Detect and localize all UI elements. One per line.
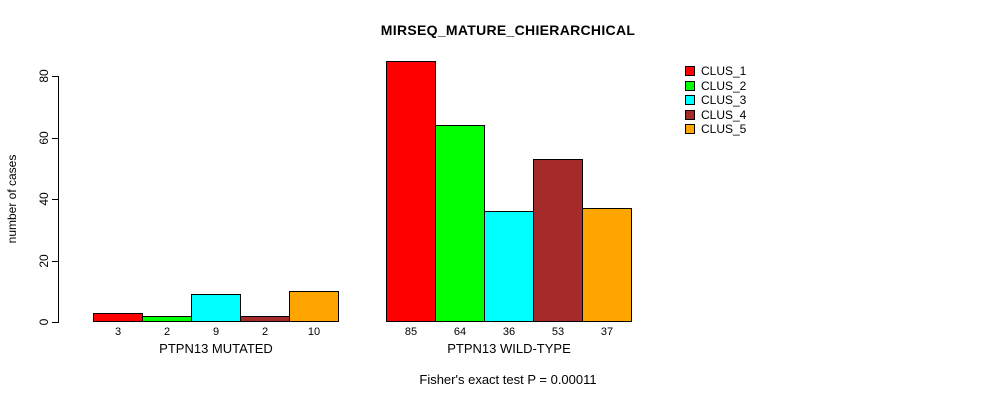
legend-swatch-clus_4: [685, 109, 695, 120]
legend-label-clus_3: CLUS_3: [701, 93, 747, 108]
legend-label-clus_4: CLUS_4: [701, 107, 747, 122]
legend: CLUS_1 CLUS_2 CLUS_3 CLUS_4 CLUS_5: [685, 64, 746, 137]
bar-clus_3-mutated: [191, 294, 241, 322]
bar-clus_3-wild-type: [484, 211, 534, 322]
bar-clus_4-wild-type: [533, 159, 583, 322]
legend-swatch-clus_1: [685, 66, 695, 77]
y-tick-mark-0: [52, 322, 58, 323]
group-label-ptpn13-mutated: PTPN13 MUTATED: [159, 341, 273, 356]
chart-title: MIRSEQ_MATURE_CHIERARCHICAL: [380, 22, 636, 38]
y-tick-mark-80: [52, 76, 58, 77]
legend-item-clus_5: CLUS_5: [685, 122, 746, 137]
bar-value-label-clus_3-mutated: 9: [212, 326, 220, 338]
legend-item-clus_2: CLUS_2: [685, 79, 746, 94]
bar-clus_2-wild-type: [435, 125, 485, 322]
legend-swatch-clus_2: [685, 80, 695, 91]
bar-clus_4-mutated: [240, 316, 290, 322]
bar-value-label-clus_2-mutated: 2: [163, 326, 171, 338]
legend-label-clus_2: CLUS_2: [701, 78, 747, 93]
bar-value-label-clus_5-wild-type: 37: [600, 326, 614, 338]
caption: Fisher's exact test P = 0.00011: [419, 372, 597, 387]
bar-value-label-clus_5-mutated: 10: [307, 326, 321, 338]
y-tick-mark-60: [52, 138, 58, 139]
y-tick-label-0: 0: [37, 318, 51, 326]
y-axis-title: number of cases: [5, 154, 19, 244]
bar-value-label-clus_2-wild-type: 64: [453, 326, 467, 338]
y-axis-line: [58, 76, 59, 323]
group-label-ptpn13-wild-type: PTPN13 WILD-TYPE: [447, 341, 571, 356]
legend-item-clus_3: CLUS_3: [685, 93, 746, 108]
bar-clus_1-wild-type: [386, 61, 436, 322]
bar-value-label-clus_4-wild-type: 53: [551, 326, 565, 338]
legend-label-clus_1: CLUS_1: [701, 64, 747, 79]
y-tick-mark-20: [52, 261, 58, 262]
bar-value-label-clus_1-wild-type: 85: [404, 326, 418, 338]
bar-clus_5-mutated: [289, 291, 339, 322]
bar-value-label-clus_4-mutated: 2: [261, 326, 269, 338]
y-tick-label-20: 20: [37, 254, 51, 268]
legend-swatch-clus_3: [685, 95, 695, 106]
legend-item-clus_4: CLUS_4: [685, 108, 746, 123]
legend-swatch-clus_5: [685, 124, 695, 135]
y-tick-label-80: 80: [37, 69, 51, 83]
bar-value-label-clus_1-mutated: 3: [114, 326, 122, 338]
y-tick-label-40: 40: [37, 192, 51, 206]
y-tick-label-60: 60: [37, 131, 51, 145]
y-tick-mark-40: [52, 199, 58, 200]
legend-item-clus_1: CLUS_1: [685, 64, 746, 79]
bar-clus_5-wild-type: [582, 208, 632, 322]
bar-value-label-clus_3-wild-type: 36: [502, 326, 516, 338]
legend-label-clus_5: CLUS_5: [701, 122, 747, 137]
bar-clus_1-mutated: [93, 313, 143, 322]
bar-clus_2-mutated: [142, 316, 192, 322]
